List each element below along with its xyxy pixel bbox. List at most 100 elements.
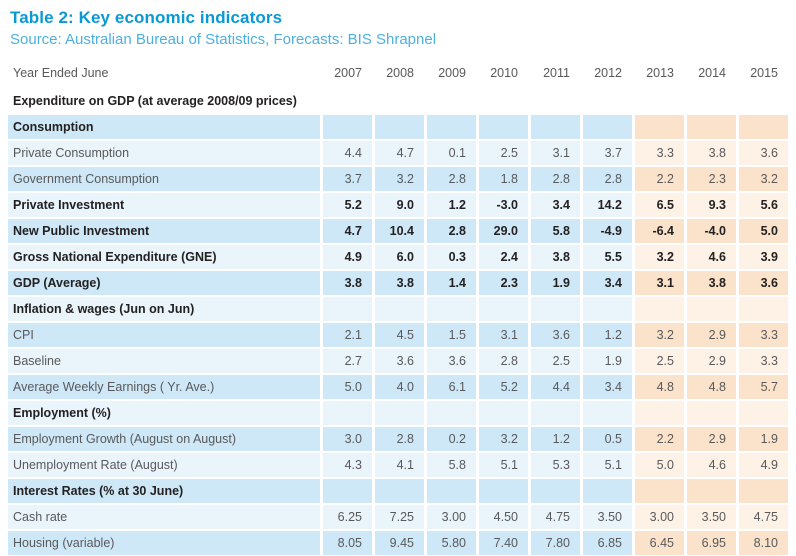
- value-cell: 2.5: [479, 141, 528, 165]
- row-label: New Public Investment: [8, 219, 320, 243]
- value-cell: [427, 401, 476, 425]
- value-cell: 4.9: [739, 453, 788, 477]
- row-label: Average Weekly Earnings ( Yr. Ave.): [8, 375, 320, 399]
- row-label: Employment (%): [8, 401, 320, 425]
- value-cell: 3.3: [635, 141, 684, 165]
- value-cell: [323, 297, 372, 321]
- value-cell: 2.4: [479, 245, 528, 269]
- value-cell: 3.4: [583, 271, 632, 295]
- value-cell: 7.40: [479, 531, 528, 555]
- value-cell: 0.3: [427, 245, 476, 269]
- value-cell: [739, 401, 788, 425]
- table-row: Government Consumption 3.7 3.2 2.8 1.8 2.8 2.8…: [8, 167, 788, 191]
- value-cell: [427, 297, 476, 321]
- row-label: CPI: [8, 323, 320, 347]
- value-cell: [635, 91, 684, 111]
- table-title: Table 2: Key economic indicators: [10, 8, 283, 27]
- value-cell: 7.80: [531, 531, 580, 555]
- value-cell: [479, 479, 528, 503]
- value-cell: 6.95: [687, 531, 736, 555]
- value-cell: 5.8: [531, 219, 580, 243]
- value-cell: [531, 297, 580, 321]
- value-cell: 3.6: [375, 349, 424, 373]
- value-cell: 5.0: [323, 375, 372, 399]
- row-label: GDP (Average): [8, 271, 320, 295]
- value-cell: [531, 115, 580, 139]
- value-cell: [635, 115, 684, 139]
- value-cell: [479, 115, 528, 139]
- value-cell: 3.6: [739, 271, 788, 295]
- value-cell: [427, 115, 476, 139]
- value-cell: 3.6: [427, 349, 476, 373]
- economic-indicators-table: Year Ended June 2007 2008 2009 2010 2011 2012 2…: [8, 63, 788, 555]
- value-cell: 3.8: [375, 271, 424, 295]
- value-cell: [583, 91, 632, 111]
- value-cell: 4.8: [635, 375, 684, 399]
- value-cell: 3.2: [739, 167, 788, 191]
- value-cell: 2.8: [427, 167, 476, 191]
- value-cell: 9.3: [687, 193, 736, 217]
- value-cell: 2.8: [583, 167, 632, 191]
- value-cell: 3.7: [583, 141, 632, 165]
- value-cell: 2.8: [375, 427, 424, 451]
- value-cell: 2.3: [479, 271, 528, 295]
- value-cell: [635, 401, 684, 425]
- value-cell: 3.50: [583, 505, 632, 529]
- year-header-cell: 2015: [750, 66, 778, 80]
- value-cell: 2.2: [635, 167, 684, 191]
- year-header-row: Year Ended June 2007 2008 2009 2010 2011 2012 2…: [8, 63, 788, 85]
- table-source-line: Source: Australian Bureau of Statistics,…: [10, 31, 437, 48]
- value-cell: 2.5: [531, 349, 580, 373]
- value-cell: 3.0: [323, 427, 372, 451]
- value-cell: 5.0: [635, 453, 684, 477]
- row-label: Unemployment Rate (August): [8, 453, 320, 477]
- value-cell: [583, 297, 632, 321]
- value-cell: -6.4: [635, 219, 684, 243]
- row-label: Baseline: [8, 349, 320, 373]
- value-cell: 6.5: [635, 193, 684, 217]
- value-cell: [531, 401, 580, 425]
- value-cell: [739, 115, 788, 139]
- value-cell: 5.2: [479, 375, 528, 399]
- value-cell: 3.2: [479, 427, 528, 451]
- value-cell: -4.9: [583, 219, 632, 243]
- value-cell: 3.6: [739, 141, 788, 165]
- value-cell: 2.9: [687, 349, 736, 373]
- row-label: Inflation & wages (Jun on Jun): [8, 297, 320, 321]
- value-cell: 6.0: [375, 245, 424, 269]
- value-cell: 3.50: [687, 505, 736, 529]
- table-row: Employment Growth (August on August) 3.0 2…: [8, 427, 788, 451]
- value-cell: 4.6: [687, 245, 736, 269]
- value-cell: 5.8: [427, 453, 476, 477]
- value-cell: [635, 297, 684, 321]
- value-cell: 5.2: [323, 193, 372, 217]
- value-cell: 6.45: [635, 531, 684, 555]
- value-cell: 2.8: [479, 349, 528, 373]
- value-cell: 2.8: [531, 167, 580, 191]
- value-cell: [479, 297, 528, 321]
- value-cell: 8.10: [739, 531, 788, 555]
- value-cell: [323, 401, 372, 425]
- value-cell: 4.4: [531, 375, 580, 399]
- value-cell: -3.0: [479, 193, 528, 217]
- value-cell: 2.9: [687, 427, 736, 451]
- value-cell: [687, 297, 736, 321]
- value-cell: 4.5: [375, 323, 424, 347]
- value-cell: 6.85: [583, 531, 632, 555]
- table-row: CPI 2.1 4.5 1.5 3.1 3.6 1.2 3.2 2.9 3.3: [8, 323, 788, 347]
- row-label: Government Consumption: [8, 167, 320, 191]
- table-row: Unemployment Rate (August) 4.3 4.1 5.8 5.1 5.…: [8, 453, 788, 477]
- table-row: Gross National Expenditure (GNE) 4.9 6.0 0.…: [8, 245, 788, 269]
- year-header-cell: 2013: [646, 66, 674, 80]
- year-header-cell: 2010: [490, 66, 518, 80]
- row-label: Expenditure on GDP (at average 2008/09 p…: [13, 94, 297, 108]
- value-cell: [583, 401, 632, 425]
- value-cell: [687, 115, 736, 139]
- value-cell: 1.8: [479, 167, 528, 191]
- value-cell: 4.75: [531, 505, 580, 529]
- value-cell: 2.7: [323, 349, 372, 373]
- value-cell: 5.1: [583, 453, 632, 477]
- value-cell: 3.2: [635, 323, 684, 347]
- value-cell: 3.8: [687, 271, 736, 295]
